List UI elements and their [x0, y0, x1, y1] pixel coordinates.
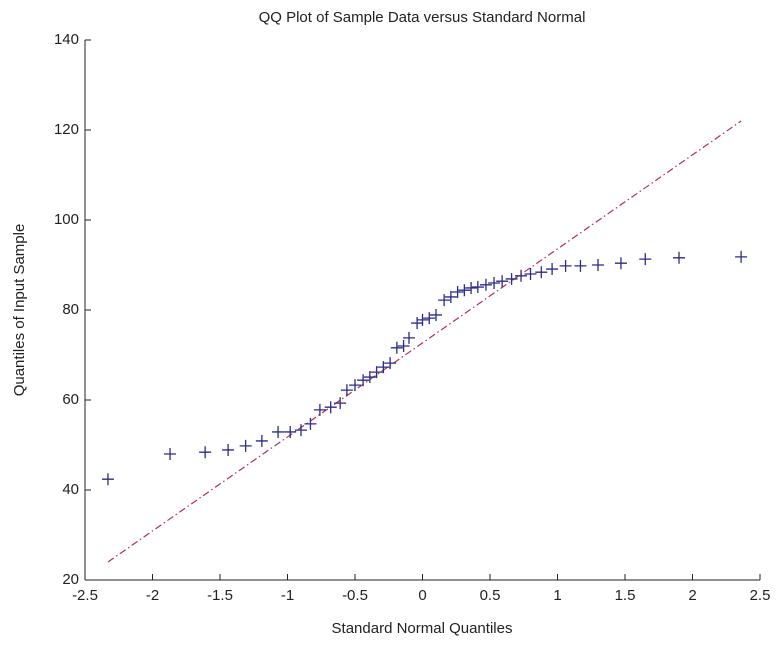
data-point — [735, 250, 748, 263]
y-tick-label: 60 — [62, 391, 79, 408]
x-tick-label: 2 — [688, 587, 696, 604]
data-point — [390, 341, 403, 354]
data-point — [465, 281, 478, 294]
x-tick-label: -1 — [281, 587, 294, 604]
data-point — [313, 403, 326, 416]
data-point — [222, 443, 235, 456]
data-point — [295, 424, 307, 437]
data-point — [639, 253, 652, 266]
data-point — [673, 251, 685, 264]
data-point — [239, 439, 252, 452]
y-axis-label: Quantiles of Input Sample — [11, 224, 28, 397]
data-point — [334, 397, 347, 410]
x-tick-label: 1 — [553, 587, 561, 604]
data-point — [423, 312, 436, 325]
x-tick-label: -2.5 — [72, 587, 98, 604]
data-point — [340, 384, 353, 397]
data-point — [559, 259, 572, 272]
data-point — [535, 266, 548, 279]
data-point — [255, 434, 268, 447]
data-point — [199, 446, 212, 459]
data-point — [397, 340, 410, 352]
y-tick-label: 120 — [54, 121, 79, 138]
y-tick-label: 40 — [62, 481, 79, 498]
data-point — [592, 259, 604, 271]
data-point — [349, 379, 361, 392]
data-point — [304, 417, 317, 430]
data-point — [614, 257, 627, 270]
data-point — [505, 272, 518, 285]
data-point — [416, 313, 429, 326]
data-point — [444, 290, 457, 303]
data-point — [363, 371, 376, 384]
y-tick-label: 140 — [54, 31, 79, 48]
data-point — [370, 366, 383, 379]
y-tick-label: 100 — [54, 211, 79, 228]
data-point — [357, 374, 370, 387]
x-tick-label: 0.5 — [480, 587, 501, 604]
data-point — [430, 308, 442, 321]
x-axis-label: Standard Normal Quantiles — [332, 620, 513, 637]
data-point — [515, 269, 528, 282]
data-point — [458, 284, 471, 297]
reference-line — [107, 120, 742, 563]
y-tick-label: 20 — [62, 571, 79, 588]
x-tick-label: 1.5 — [615, 587, 636, 604]
data-point — [451, 286, 464, 298]
x-tick-label: -2 — [146, 587, 159, 604]
data-point — [471, 281, 484, 294]
data-point — [524, 268, 537, 280]
x-tick-label: 0 — [418, 587, 426, 604]
data-point — [377, 361, 390, 374]
x-tick-label: -0.5 — [342, 587, 368, 604]
data-point — [403, 331, 415, 344]
data-point — [164, 448, 177, 460]
x-tick-label: 2.5 — [750, 587, 771, 604]
data-point — [272, 425, 285, 438]
y-tick-label: 80 — [62, 301, 79, 318]
x-tick-label: -1.5 — [207, 587, 233, 604]
data-point — [574, 259, 587, 272]
data-point — [546, 263, 559, 276]
data-point — [284, 425, 297, 438]
data-point — [488, 277, 501, 289]
chart-title: QQ Plot of Sample Data versus Standard N… — [259, 9, 586, 26]
data-point — [438, 294, 451, 307]
data-point — [324, 401, 337, 414]
data-point — [479, 278, 492, 291]
data-point — [101, 473, 114, 486]
data-point — [384, 357, 397, 370]
data-point — [496, 275, 509, 288]
data-point — [411, 317, 424, 330]
